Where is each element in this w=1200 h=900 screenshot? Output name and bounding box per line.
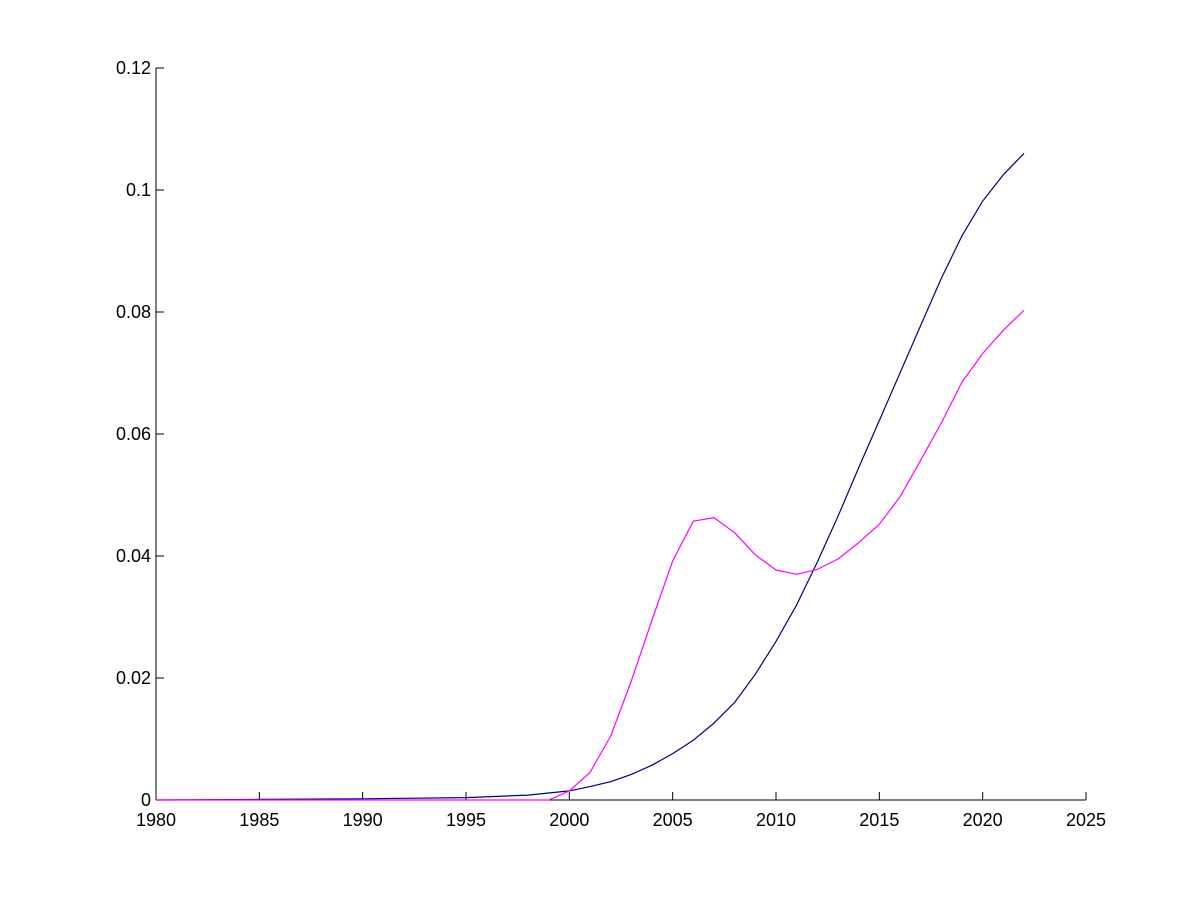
- y-tick-label: 0.04: [116, 546, 151, 566]
- series-line-1: [155, 152, 1025, 801]
- series-layer: [155, 152, 1025, 801]
- series-line-2: [156, 309, 1025, 801]
- y-tick-label: 0.02: [116, 668, 151, 688]
- x-tick-label: 2025: [1066, 810, 1106, 830]
- x-tick-label: 2015: [859, 810, 899, 830]
- y-tick-label: 0.1: [126, 180, 151, 200]
- x-tick-label: 2005: [653, 810, 693, 830]
- y-tick-label: 0: [141, 790, 151, 810]
- x-tick-label: 1990: [343, 810, 383, 830]
- y-tick-label: 0.06: [116, 424, 151, 444]
- x-tick-label: 1980: [136, 810, 176, 830]
- x-tick-label: 1985: [239, 810, 279, 830]
- x-tick-label: 2010: [756, 810, 796, 830]
- x-tick-label: 2020: [963, 810, 1003, 830]
- y-tick-label: 0.12: [116, 58, 151, 78]
- y-tick-label: 0.08: [116, 302, 151, 322]
- x-tick-label: 2000: [549, 810, 589, 830]
- x-tick-label: 1995: [446, 810, 486, 830]
- axes: 1980 1985 1990 1995 2000 2005 2010 2015 2020 2025…: [116, 58, 1106, 830]
